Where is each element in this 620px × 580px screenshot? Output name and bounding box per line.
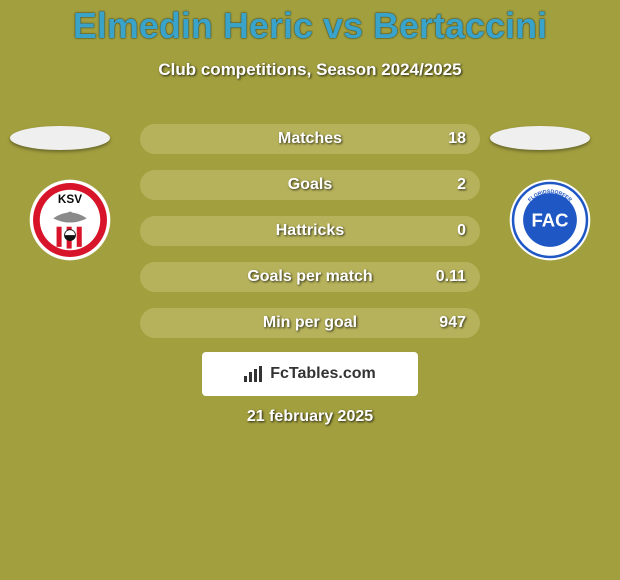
stat-value-right: 2 [457,170,466,200]
player-right-oval [490,126,590,150]
fac-crest: FAC FLORIDSDORFER [508,178,592,262]
svg-text:FAC: FAC [532,210,569,231]
stat-label: Goals [140,170,480,200]
stat-value-right: 18 [448,124,466,154]
stat-label: Min per goal [140,308,480,338]
stat-label: Hattricks [140,216,480,246]
svg-text:KSV: KSV [58,193,82,206]
fctables-badge: FcTables.com [202,352,418,396]
stat-value-right: 0.11 [436,262,466,292]
stat-row-goals: Goals2 [140,170,480,200]
fctables-label: FcTables.com [270,365,376,383]
stat-value-right: 0 [457,216,466,246]
stat-label: Goals per match [140,262,480,292]
stat-row-min-per-goal: Min per goal947 [140,308,480,338]
comparison-subtitle: Club competitions, Season 2024/2025 [0,60,620,80]
comparison-title: Elmedin Heric vs Bertaccini [0,0,620,46]
player-left-oval [10,126,110,150]
bar-chart-icon [244,366,264,382]
stat-bars: Matches18 Goals2 Hattricks0 Goals per match… [140,124,480,354]
generated-date: 21 february 2025 [0,408,620,426]
stat-row-matches: Matches18 [140,124,480,154]
stat-label: Matches [140,124,480,154]
stat-value-right: 947 [439,308,466,338]
stat-row-hattricks: Hattricks0 [140,216,480,246]
ksv-crest: KSV [28,178,112,262]
stat-row-goals-per-match: Goals per match0.11 [140,262,480,292]
